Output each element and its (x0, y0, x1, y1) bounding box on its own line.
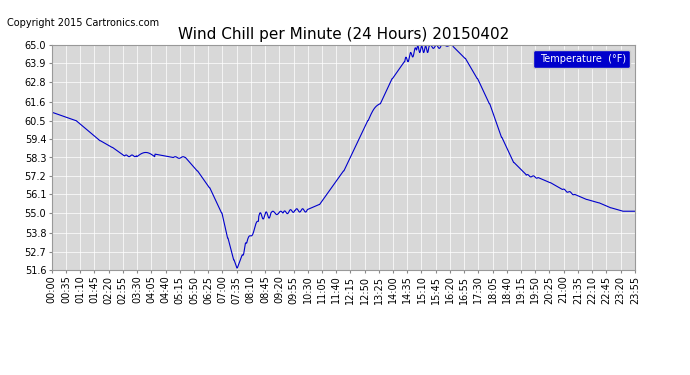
Legend: Temperature  (°F): Temperature (°F) (533, 50, 630, 68)
Title: Wind Chill per Minute (24 Hours) 20150402: Wind Chill per Minute (24 Hours) 2015040… (177, 27, 509, 42)
Text: Copyright 2015 Cartronics.com: Copyright 2015 Cartronics.com (7, 18, 159, 28)
